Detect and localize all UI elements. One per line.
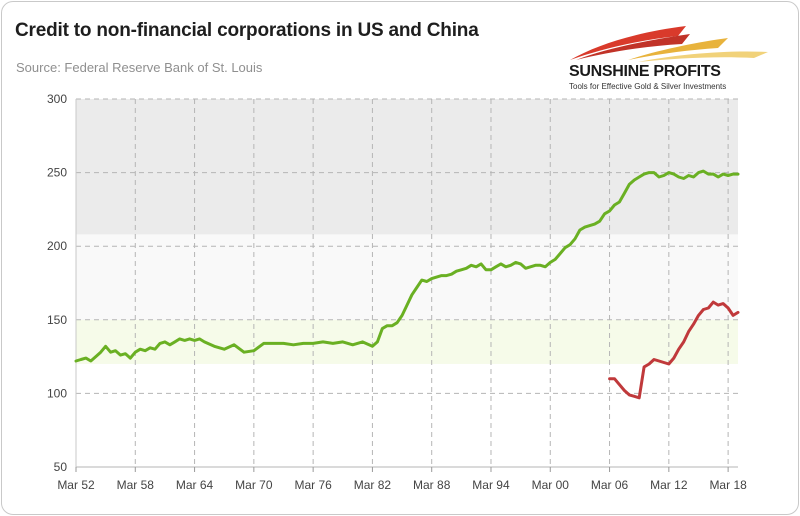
chart-title: Credit to non-financial corporations in … — [15, 20, 479, 41]
y-tick-label: 200 — [47, 239, 67, 253]
logo-wordmark: SUNSHINE PROFITS — [569, 63, 721, 80]
gridlines — [75, 98, 738, 472]
series-lines — [74, 169, 740, 400]
y-tick-label: 250 — [47, 166, 67, 180]
x-tick-label: Mar 12 — [650, 478, 688, 492]
background-bands — [76, 99, 738, 364]
x-axis-ticks: Mar 52 Mar 58 Mar 64 Mar 70 Mar 76 Mar 82 Mar … — [57, 478, 747, 492]
x-tick-label: Mar 06 — [591, 478, 629, 492]
band-upper — [76, 99, 738, 235]
y-axis-ticks: 300 250 200 150 100 50 — [47, 92, 67, 474]
x-tick-label: Mar 64 — [176, 478, 214, 492]
sunshine-rays-icon — [570, 26, 768, 62]
y-tick-label: 300 — [47, 92, 67, 106]
x-tick-label: Mar 52 — [57, 478, 95, 492]
x-tick-label: Mar 00 — [532, 478, 570, 492]
chart-source: Source: Federal Reserve Bank of St. Loui… — [16, 60, 263, 75]
x-tick-label: Mar 18 — [709, 478, 747, 492]
sunshine-profits-logo: SUNSHINE PROFITS Tools for Effective Gol… — [568, 22, 778, 106]
series-line-us — [74, 169, 740, 363]
x-tick-label: Mar 70 — [235, 478, 273, 492]
x-tick-label: Mar 94 — [472, 478, 510, 492]
y-tick-label: 150 — [47, 313, 67, 327]
x-tick-label: Mar 82 — [354, 478, 392, 492]
x-tick-label: Mar 58 — [117, 478, 155, 492]
band-green — [76, 319, 738, 364]
x-tick-label: Mar 76 — [294, 478, 332, 492]
y-tick-label: 50 — [54, 460, 68, 474]
x-tick-label: Mar 88 — [413, 478, 451, 492]
series-line-china — [608, 300, 740, 400]
y-tick-label: 100 — [47, 386, 67, 400]
logo-tagline: Tools for Effective Gold & Silver Invest… — [569, 82, 727, 91]
